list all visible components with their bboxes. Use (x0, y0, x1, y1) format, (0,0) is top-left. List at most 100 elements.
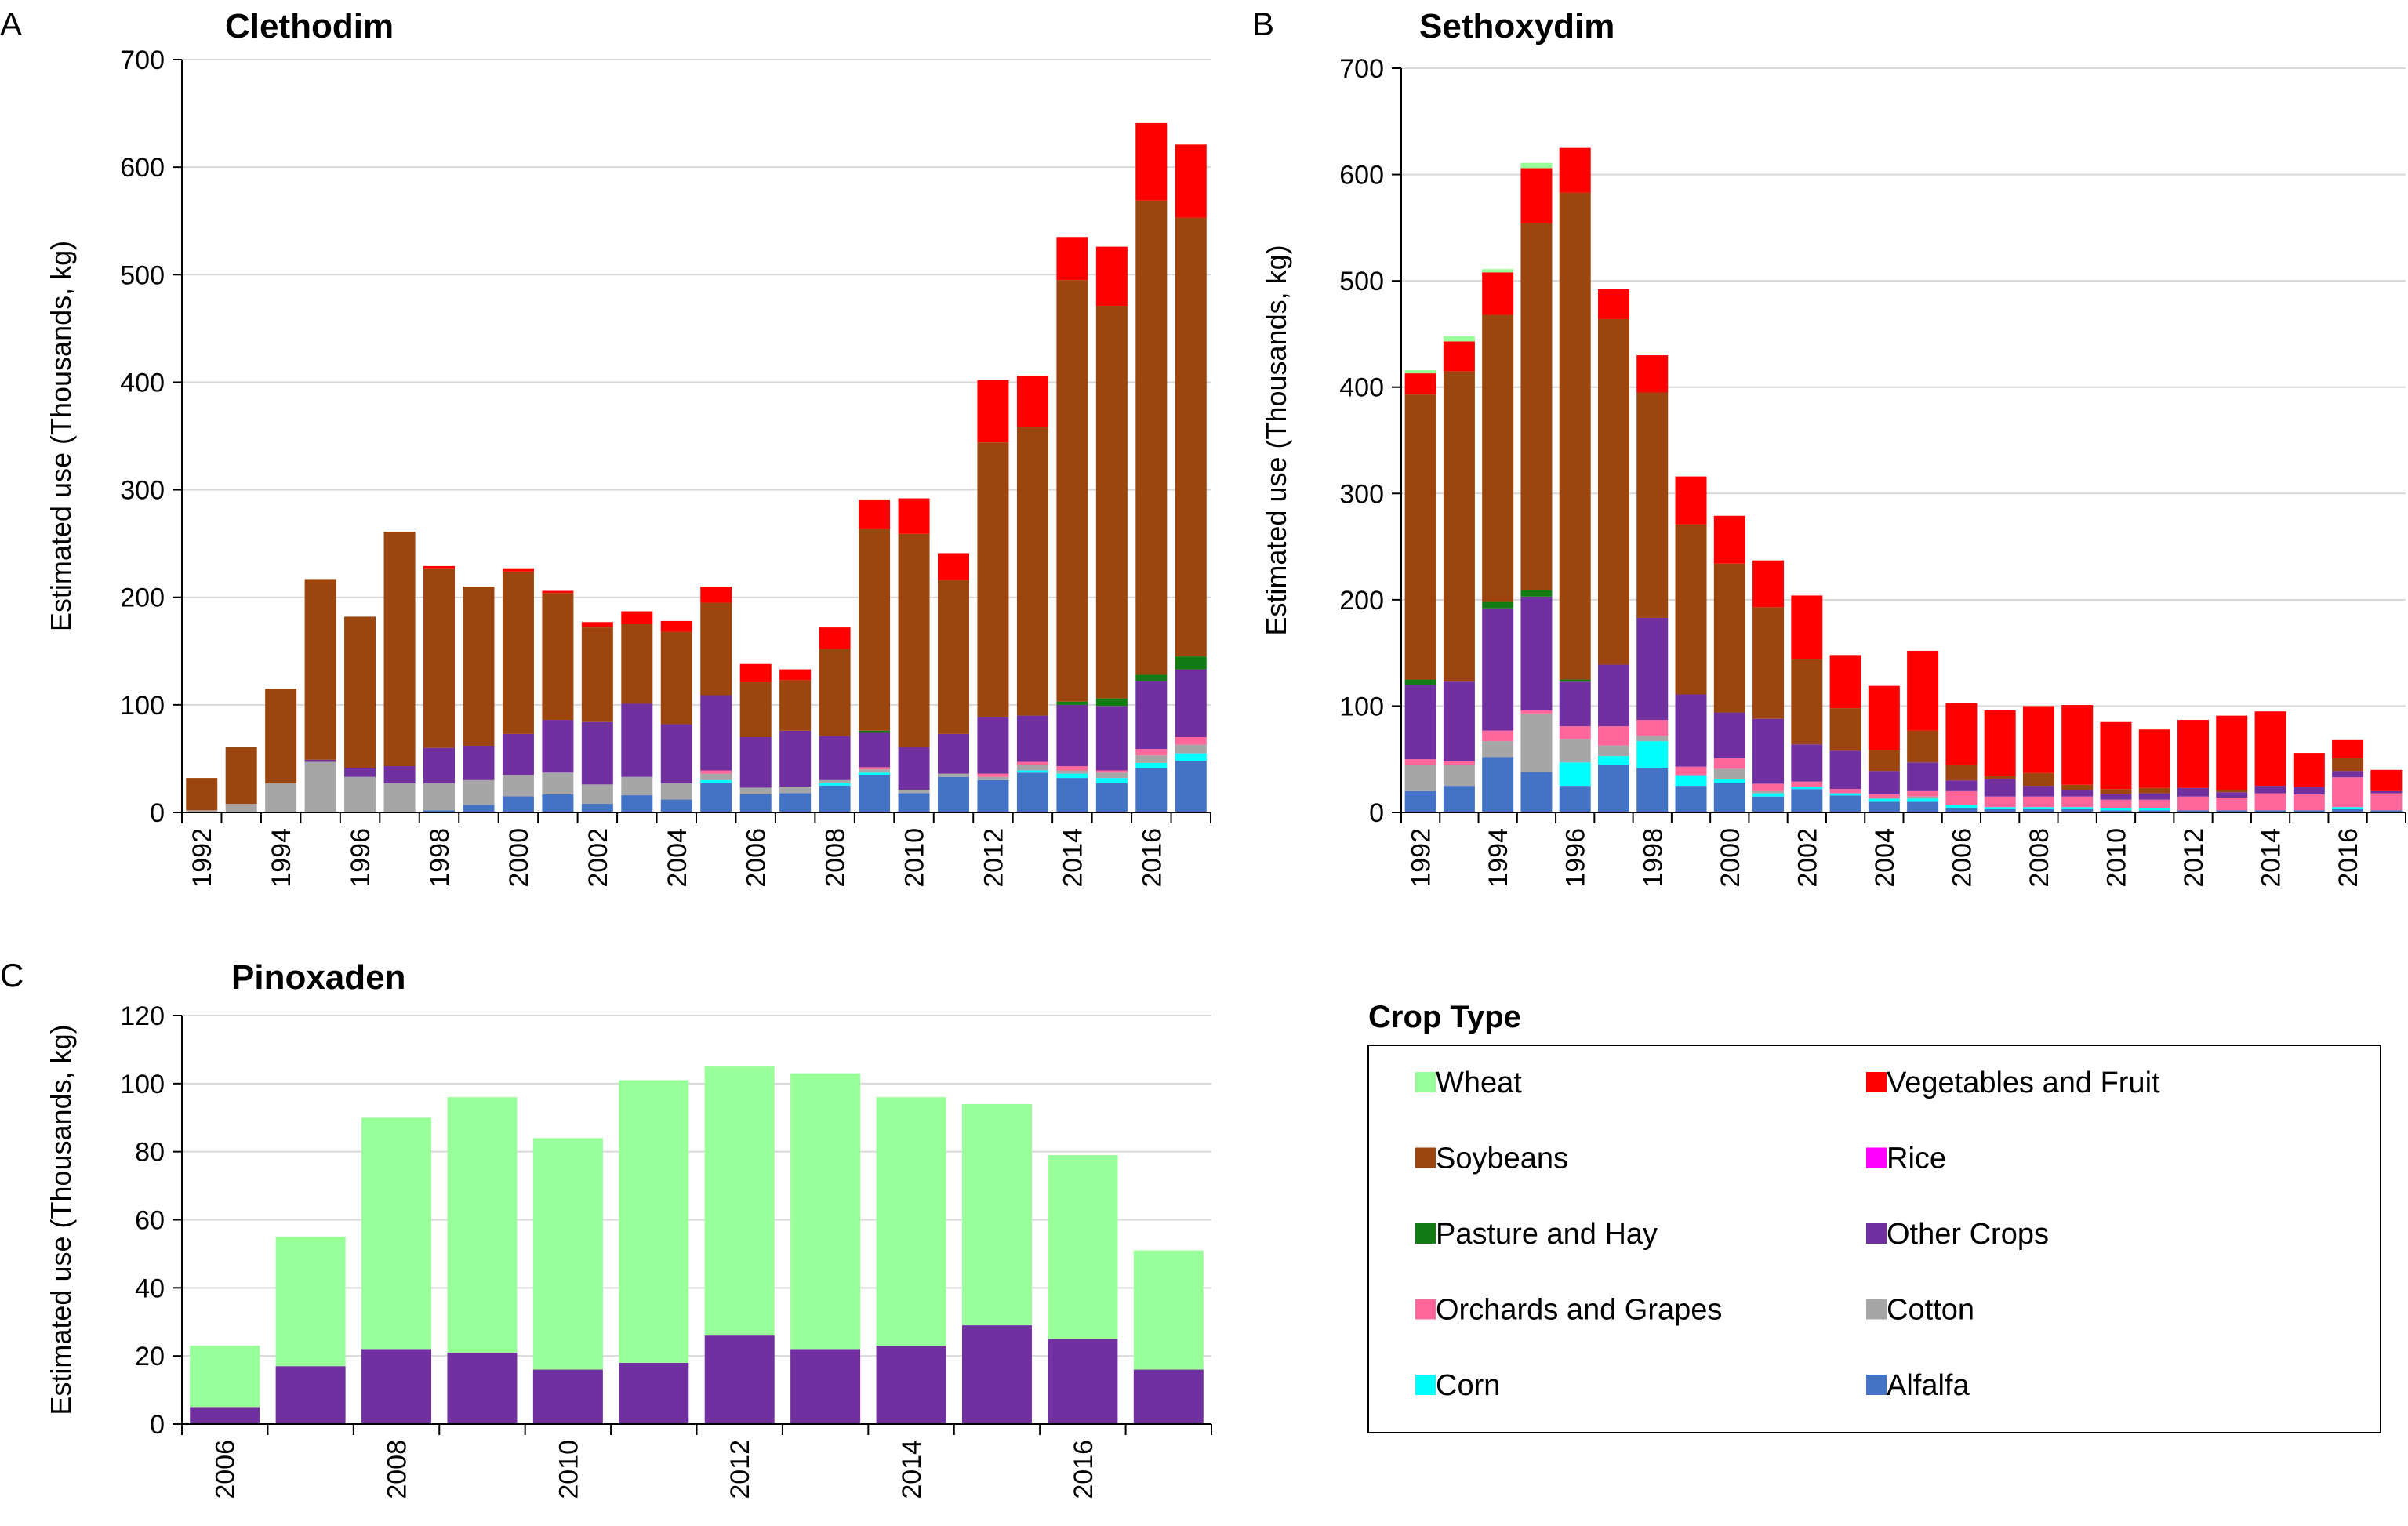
x-tick-label: 1998 (425, 828, 455, 888)
bar-other-crops-1998 (1636, 617, 1669, 721)
bar-orchards-and-grapes-2010 (2100, 799, 2132, 808)
bar-cotton-1998 (423, 783, 455, 811)
bar-other-crops-2013 (1016, 715, 1048, 762)
chart-title: Pinoxaden (231, 958, 406, 997)
bar-vegetables-and-fruit-2013 (1016, 376, 1048, 428)
bar-cotton-2002 (581, 784, 613, 805)
y-tick-label: 0 (1369, 798, 1384, 828)
bar-cotton-2005 (1907, 796, 1939, 799)
bar-other-crops-2000 (502, 733, 534, 775)
x-tick-label: 2006 (211, 1440, 241, 1499)
bar-corn-2013 (1016, 770, 1048, 773)
bar-cotton-2000 (502, 775, 534, 797)
legend-swatch-vegetables-and-fruit (1866, 1072, 1887, 1092)
bar-vegetables-and-fruit-2011 (938, 553, 969, 580)
bar-corn-2015 (1095, 778, 1128, 783)
bar-orchards-and-grapes-2004 (1868, 794, 1900, 799)
bar-soybeans-1992 (1404, 394, 1436, 680)
y-tick-label: 0 (150, 1410, 165, 1440)
bar-other-crops-2007 (1984, 779, 2016, 797)
bar-corn-2005 (1907, 798, 1939, 802)
bar-corn-2014 (1056, 773, 1088, 779)
bar-corn-2001 (1752, 793, 1785, 797)
bar-vegetables-and-fruit-2010 (898, 498, 930, 534)
x-tick-label: 2014 (897, 1440, 927, 1499)
bar-soybeans-1993 (1443, 371, 1475, 682)
bar-vegetables-and-fruit-2015 (1095, 246, 1128, 307)
bar-orchards-and-grapes-2016 (2332, 777, 2364, 808)
bar-soybeans-2006 (739, 682, 772, 737)
bar-other-crops-1995 (304, 759, 336, 762)
legend-label-cotton: Cotton (1887, 1294, 1974, 1327)
bar-alfalfa-2017 (2370, 810, 2403, 812)
legend-label-rice: Rice (1887, 1143, 1946, 1175)
bar-cotton-2013 (1016, 765, 1048, 771)
bar-orchards-and-grapes-1994 (1482, 730, 1514, 742)
bar-other-crops-2017 (1133, 1369, 1204, 1424)
bar-pasture-and-hay-2016 (1135, 674, 1168, 681)
bar-soybeans-2005 (700, 602, 732, 696)
bar-orchards-and-grapes-2009 (2061, 796, 2094, 808)
bar-alfalfa-2011 (938, 776, 969, 812)
y-tick-label: 40 (135, 1273, 165, 1303)
x-tick-label: 2010 (554, 1440, 583, 1499)
bar-cotton-2000 (1713, 768, 1745, 779)
bar-orchards-and-grapes-2007 (1984, 796, 2016, 808)
legend-swatch-corn (1415, 1375, 1436, 1395)
bar-vegetables-and-fruit-2002 (581, 622, 613, 628)
bar-wheat-1994 (1482, 269, 1514, 273)
bar-vegetables-and-fruit-2012 (2177, 720, 2210, 788)
bar-cotton-2015 (1095, 772, 1128, 779)
bar-alfalfa-1993 (1443, 786, 1475, 812)
bar-soybeans-2016 (1135, 200, 1168, 675)
bar-alfalfa-2008 (2022, 808, 2054, 812)
bar-other-crops-2006 (739, 737, 772, 788)
bar-soybeans-1999 (1675, 524, 1707, 695)
bar-orchards-and-grapes-2017 (2370, 793, 2403, 811)
bar-alfalfa-1997 (1597, 764, 1629, 812)
bar-soybeans-2006 (1945, 764, 1978, 781)
bar-other-crops-2006 (1945, 780, 1978, 791)
bar-other-crops-2014 (876, 1346, 946, 1424)
bar-corn-2009 (859, 772, 891, 775)
bar-other-crops-2013 (790, 1349, 861, 1424)
y-tick-label: 100 (120, 691, 165, 721)
bar-soybeans-1995 (304, 579, 336, 760)
bar-other-crops-2015 (1095, 706, 1128, 771)
bar-alfalfa-2015 (2293, 810, 2325, 812)
bar-corn-2000 (1713, 779, 1745, 783)
legend-swatch-cotton (1866, 1299, 1887, 1320)
bar-cotton-1992 (1404, 764, 1436, 791)
bar-soybeans-2014 (1056, 280, 1088, 702)
bar-alfalfa-2016 (1135, 768, 1168, 812)
y-tick-label: 120 (120, 1001, 165, 1031)
bar-soybeans-2001 (542, 593, 574, 721)
bar-other-crops-2001 (542, 720, 574, 773)
bar-corn-2006 (1945, 805, 1978, 808)
bar-orchards-and-grapes-2009 (859, 767, 891, 770)
bar-soybeans-2017 (1175, 217, 1207, 657)
bar-other-crops-1993 (1443, 681, 1475, 761)
bar-orchards-and-grapes-2016 (1135, 749, 1168, 756)
bar-alfalfa-2017 (1175, 761, 1207, 812)
x-tick-label: 2008 (2025, 828, 2054, 888)
bar-vegetables-and-fruit-2016 (2332, 739, 2364, 758)
x-tick-label: 2014 (2257, 828, 2286, 888)
bar-other-crops-2015 (2293, 787, 2325, 794)
bar-alfalfa-2004 (1868, 801, 1900, 812)
y-axis-title: Estimated use (Thousands, kg) (1260, 245, 1292, 635)
bar-soybeans-2009 (859, 528, 891, 731)
legend-label-wheat: Wheat (1436, 1066, 1522, 1099)
bar-alfalfa-2009 (859, 775, 891, 812)
x-tick-label: 2006 (742, 828, 772, 888)
bar-corn-2004 (1868, 798, 1900, 802)
x-tick-label: 2010 (2101, 828, 2131, 888)
bar-other-crops-2008 (2022, 786, 2054, 797)
bar-orchards-and-grapes-1993 (1443, 761, 1475, 765)
bar-alfalfa-1995 (1520, 772, 1553, 812)
bar-vegetables-and-fruit-2002 (1791, 595, 1823, 659)
legend-label-other-crops: Other Crops (1887, 1218, 2049, 1251)
bar-vegetables-and-fruit-1999 (1675, 476, 1707, 525)
bar-alfalfa-2011 (2138, 810, 2170, 812)
bar-soybeans-1993 (225, 747, 257, 805)
